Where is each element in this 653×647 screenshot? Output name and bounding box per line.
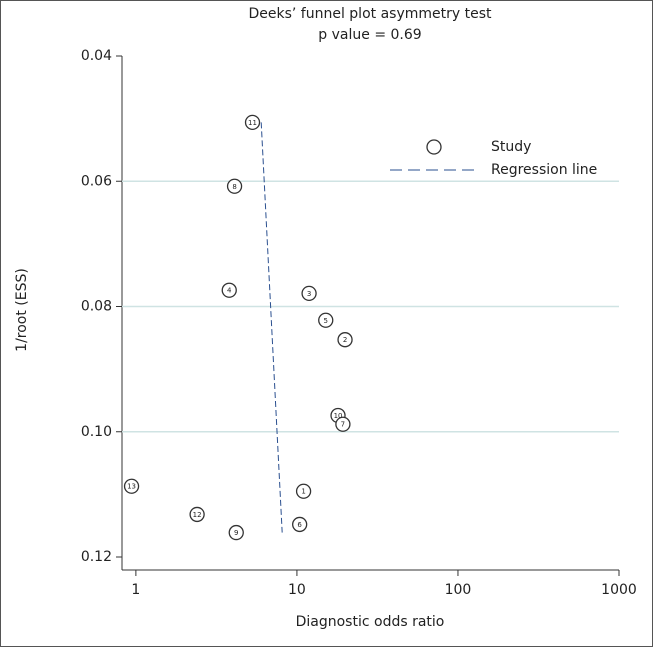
- study-point: [244, 114, 261, 131]
- point-label: 5: [324, 317, 328, 325]
- point-label: 6: [297, 521, 302, 529]
- study-point: [295, 483, 312, 499]
- point-label: 13: [127, 483, 136, 491]
- point-label: 12: [193, 511, 202, 519]
- study-point: [123, 478, 140, 494]
- study-point: [301, 285, 317, 301]
- y-tick-label: 0.06: [81, 173, 112, 189]
- legend-swatch: [426, 139, 442, 155]
- study-point: [221, 282, 237, 298]
- study-point: [337, 332, 353, 348]
- study-point: [228, 524, 244, 541]
- chart-subtitle: p value = 0.69: [318, 27, 421, 43]
- x-axis-label: Diagnostic odds ratio: [296, 614, 445, 630]
- point-label: 1: [301, 488, 305, 496]
- x-tick-label: 10: [288, 582, 306, 598]
- study-point: [226, 178, 243, 194]
- y-axis-label: 1/root (ESS): [14, 268, 30, 352]
- study-point: [318, 312, 334, 328]
- chart-title: Deeks’ funnel plot asymmetry test: [248, 6, 492, 22]
- y-tick-label: 0.12: [81, 549, 112, 565]
- point-label: 4: [227, 287, 232, 295]
- point-label: 2: [343, 336, 347, 344]
- point-label: 10: [334, 412, 343, 420]
- point-label: 9: [234, 529, 238, 537]
- regression-line: [260, 122, 283, 533]
- x-tick-label: 1: [131, 582, 140, 598]
- y-tick-label: 0.04: [81, 48, 112, 64]
- study-point: [292, 516, 308, 533]
- x-tick-label: 1000: [601, 582, 637, 598]
- legend-label: Regression line: [491, 162, 597, 178]
- study-point: [335, 416, 351, 432]
- y-tick-label: 0.10: [81, 424, 112, 440]
- point-label: 11: [248, 119, 257, 127]
- point-label: 3: [307, 290, 311, 298]
- study-point: [189, 506, 205, 523]
- y-tick-label: 0.08: [81, 299, 112, 315]
- x-tick-label: 100: [445, 582, 472, 598]
- point-label: 8: [232, 183, 236, 191]
- point-label: 7: [341, 421, 345, 429]
- legend-label: Study: [491, 139, 531, 155]
